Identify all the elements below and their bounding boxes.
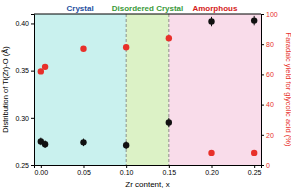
tick-mark (212, 165, 213, 168)
tick: 0 (261, 162, 270, 169)
tick: 0.05 (77, 165, 91, 176)
region-label: Disordered Crystal (112, 4, 184, 13)
region-label: Amorphous (192, 4, 237, 13)
point (251, 17, 257, 23)
region-band (34, 14, 126, 165)
marks (38, 16, 258, 156)
tick-mark (31, 118, 34, 119)
axis: 0.25 0.30 0.35 0.40 (15, 15, 34, 169)
tick: 40 (261, 101, 274, 108)
tick-mark (261, 105, 264, 106)
tick-label: 0.40 (15, 20, 29, 27)
tick-mark (169, 165, 170, 168)
point (123, 44, 129, 50)
point (166, 35, 172, 41)
regions (34, 14, 261, 165)
tick: 0.00 (35, 165, 49, 176)
tick-mark (31, 165, 34, 166)
axis-line (262, 15, 265, 166)
point (251, 150, 257, 156)
tick-mark (261, 135, 264, 136)
tick-mark (41, 165, 42, 168)
tick: 0.35 (15, 67, 34, 74)
tick-mark (31, 23, 34, 24)
frame (34, 14, 261, 15)
tick-label: 0.10 (120, 169, 134, 176)
tick-mark (126, 165, 127, 168)
tick-label: 0.00 (35, 169, 49, 176)
tick-label: 0.15 (163, 169, 177, 176)
tick-label: 0.05 (77, 169, 91, 176)
axis-line (35, 166, 262, 169)
tick: 0.40 (15, 20, 34, 27)
tick-mark (83, 165, 84, 168)
axis-line (31, 15, 35, 166)
point (80, 46, 86, 52)
tick: 80 (261, 41, 274, 48)
tick-mark (261, 44, 264, 45)
tick-mark (31, 71, 34, 72)
point (42, 64, 48, 70)
tick: 0.20 (205, 165, 219, 176)
x-axis-title: Zr content, x (125, 180, 169, 189)
y-axis-title: Distribution of Ti(Zr)-O (Å) (1, 46, 10, 133)
tick-label: 0.20 (205, 169, 219, 176)
point (208, 150, 214, 156)
axis: 0.00 0.05 0.10 0.15 0.20 0.25 (35, 165, 262, 176)
region-label: Crystal (67, 4, 94, 13)
tick-label: 0 (266, 162, 270, 169)
tick-mark (261, 74, 264, 75)
tick-label: 0.25 (248, 169, 262, 176)
y2-axis-title: Faradaic yield for glycolic acid (%) (284, 33, 291, 147)
tick: 100 (261, 11, 278, 18)
tick: 0.30 (15, 115, 34, 122)
point (42, 141, 48, 147)
tick: 20 (261, 132, 274, 139)
tick-label: 60 (266, 71, 274, 78)
tick: 0.25 (15, 162, 34, 169)
tick-label: 100 (266, 11, 278, 18)
tick-label: 0.25 (15, 162, 29, 169)
axis: 0 20 40 60 80 100 (261, 11, 278, 169)
tick-mark (254, 165, 255, 168)
tick: 0.25 (248, 165, 262, 176)
region-band (169, 14, 261, 165)
tick-label: 0.35 (15, 67, 29, 74)
tick: 0.15 (163, 165, 177, 176)
point (208, 18, 214, 24)
tick-label: 0.30 (15, 115, 29, 122)
tick-mark (261, 165, 264, 166)
chart: CrystalDisordered CrystalAmorphous0.000.… (0, 0, 291, 189)
tick-label: 40 (266, 101, 274, 108)
tick-mark (261, 14, 264, 15)
point (80, 139, 86, 145)
point (123, 142, 129, 148)
tick: 0.10 (120, 165, 134, 176)
tick-label: 20 (266, 132, 274, 139)
region-band (126, 14, 169, 165)
tick-label: 80 (266, 41, 274, 48)
tick: 60 (261, 71, 274, 78)
plot: CrystalDisordered CrystalAmorphous0.000.… (15, 4, 277, 176)
point (166, 119, 172, 125)
